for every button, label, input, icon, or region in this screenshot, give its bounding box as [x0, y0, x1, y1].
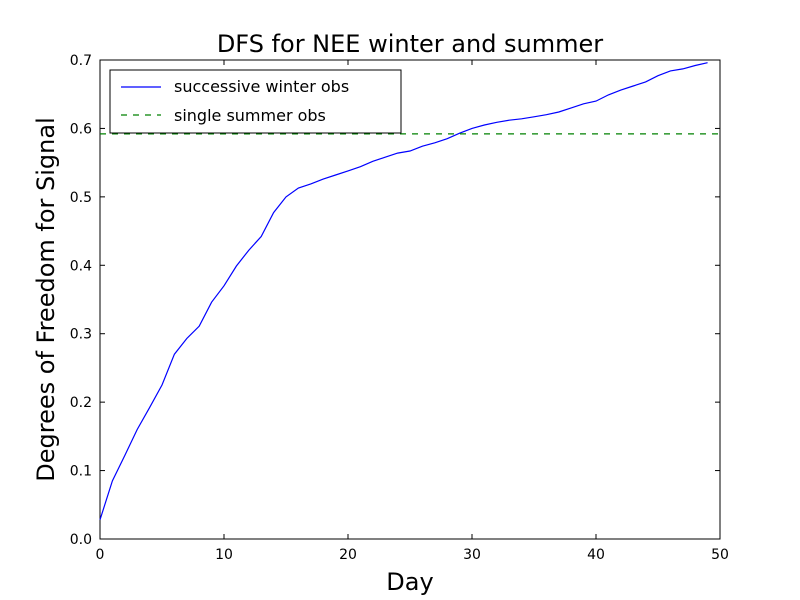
legend: successive winter obs single summer obs	[109, 69, 402, 134]
y-tick-label: 0.1	[70, 464, 92, 480]
x-tick-label: 30	[463, 547, 481, 563]
x-tick-label: 10	[215, 547, 233, 563]
x-tick-label: 20	[339, 547, 357, 563]
y-tick-label: 0.6	[70, 121, 92, 137]
y-tick-label: 0.4	[70, 258, 92, 274]
y-tick-label: 0.7	[70, 53, 92, 69]
y-tick-label: 0.0	[70, 532, 92, 548]
x-tick-label: 40	[587, 547, 605, 563]
legend-box	[109, 69, 402, 134]
series-layer	[99, 62, 720, 520]
legend-label-winter: successive winter obs	[174, 77, 349, 96]
chart-title: DFS for NEE winter and summer	[217, 30, 603, 58]
y-tick-label: 0.3	[70, 327, 92, 343]
series-line-0	[99, 62, 708, 520]
y-tick-label: 0.2	[70, 395, 92, 411]
x-tick-label: 50	[711, 547, 729, 563]
tick-labels: 0 10 20 30 40 50 0.0 0.1 0.2 0.3 0.4 0.5 0.6 0.7	[70, 53, 729, 563]
y-axis-title: Degrees of Freedom for Signal	[32, 117, 60, 481]
legend-label-summer: single summer obs	[174, 106, 326, 125]
axis-ticks	[99, 59, 721, 540]
x-axis-title: Day	[386, 568, 433, 596]
x-tick-label: 0	[96, 547, 105, 563]
plot-area	[99, 59, 721, 540]
y-tick-label: 0.5	[70, 190, 92, 206]
